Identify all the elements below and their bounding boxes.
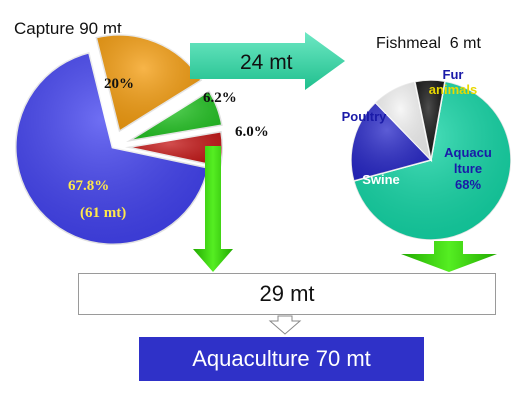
green-arrow-down-left	[193, 146, 233, 272]
capture-label-0: 67.8%	[68, 178, 109, 194]
capture-label-1: 20%	[104, 76, 134, 92]
arrow-to-fishmeal: 24 mt	[190, 32, 345, 90]
aquaculture-70mt-label: Aquaculture 70 mt	[192, 346, 371, 371]
fishmeal-label-0: Aquacu lture 68%	[444, 145, 492, 192]
fishmeal-pie-chart: Aquacu lture 68% Swine Poultry Fur animals	[342, 67, 512, 241]
total-29mt-label: 29 mt	[259, 281, 315, 306]
aquaculture-70mt-box: Aquaculture 70 mt	[139, 337, 424, 381]
fishmeal-label-3: Fur animals	[429, 67, 477, 97]
capture-sublabel: (61 mt)	[80, 205, 126, 221]
fishmeal-label-1: Swine	[362, 172, 400, 187]
green-arrow-down-right	[401, 241, 497, 272]
capture-title: Capture 90 mt	[14, 19, 122, 38]
fishmeal-label-2: Poultry	[342, 109, 388, 124]
total-29mt-box: 29 mt	[78, 273, 496, 315]
fishmeal-title: Fishmeal 6 mt	[376, 35, 481, 52]
capture-label-3: 6.0%	[235, 124, 269, 140]
arrow-label: 24 mt	[240, 51, 293, 74]
hollow-arrow-down	[268, 315, 302, 335]
capture-label-2: 6.2%	[203, 90, 237, 106]
